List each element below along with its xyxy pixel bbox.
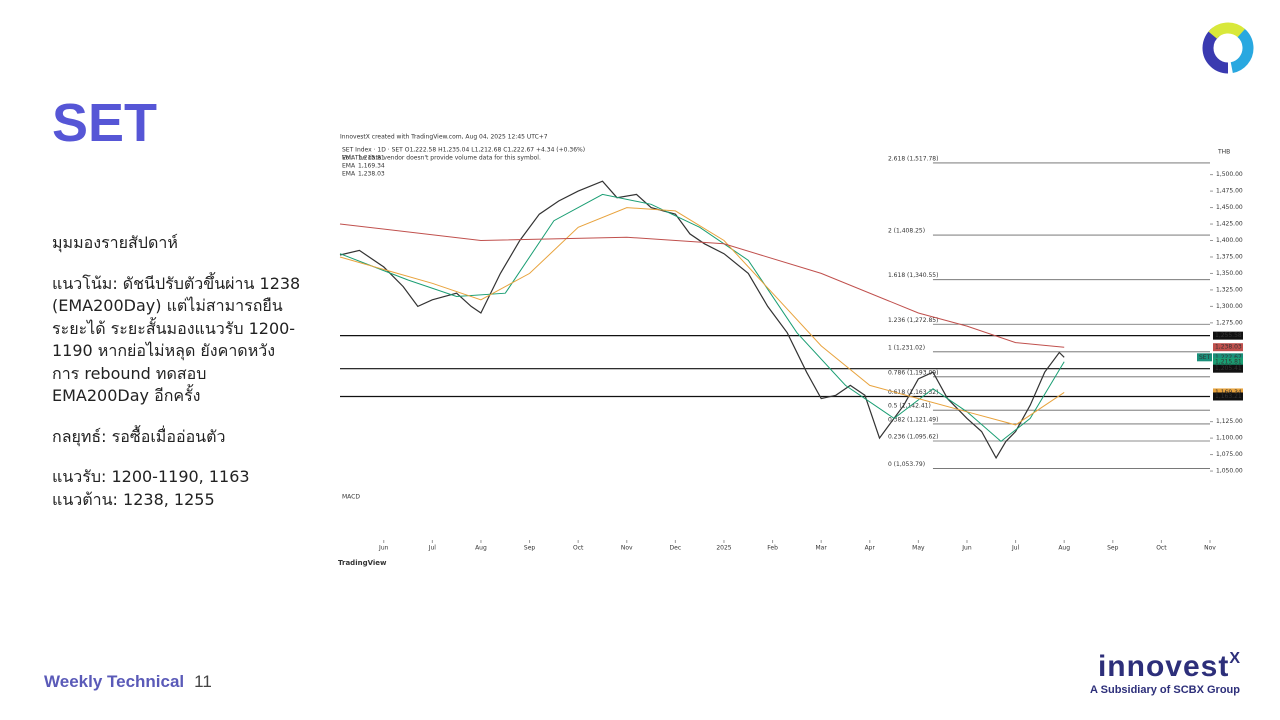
footer: Weekly Technical 11 xyxy=(44,672,212,692)
body-line: 1190 หากย่อไม่หลุด ยังคาดหวัง xyxy=(52,341,276,360)
x-tick-label: May xyxy=(912,545,925,552)
y-tick-label: 1,050.00 xyxy=(1216,468,1243,475)
price-tag: SET xyxy=(1199,354,1211,361)
legend-value: 1,215.81 xyxy=(358,155,385,162)
price-label-box xyxy=(1213,353,1243,362)
slide-body: มุมมองรายสัปดาห์แนวโน้ม: ดัชนีปรับตัวขึ้… xyxy=(52,232,332,511)
legend-value: 1,169.34 xyxy=(358,163,385,170)
price-label: 1,169.34 xyxy=(1215,389,1242,396)
fib-label: 0.382 (1,121.49) xyxy=(888,416,938,423)
price-tag-box xyxy=(1197,353,1212,362)
body-line: มุมมองรายสัปดาห์ xyxy=(52,233,178,252)
footer-section: Weekly Technical xyxy=(44,672,185,691)
y-tick-label: 1,275.00 xyxy=(1216,319,1243,326)
x-tick-label: Jul xyxy=(428,545,437,552)
y-tick-label: 1,300.00 xyxy=(1216,303,1243,310)
y-tick-label: 1,350.00 xyxy=(1216,270,1243,277)
chart-credit: InnovestX created with TradingView.com, … xyxy=(340,134,548,141)
x-tick-label: Apr xyxy=(865,545,876,552)
price-label: 1,238.03 xyxy=(1215,344,1242,351)
brand-tagline: A Subsidiary of SCBX Group xyxy=(1090,684,1240,696)
slide-title: SET xyxy=(52,93,158,153)
x-tick-label: Jul xyxy=(1011,545,1020,552)
fib-label: 0.236 (1,095.62) xyxy=(888,433,938,440)
x-tick-label: Aug xyxy=(475,545,487,552)
x-tick-label: Dec xyxy=(670,545,682,552)
x-tick-label: Sep xyxy=(1107,545,1119,552)
y-tick-label: 1,375.00 xyxy=(1216,253,1243,260)
body-line: แนวรับ: 1200-1190, 1163 xyxy=(52,467,250,486)
brand: innovestX A Subsidiary of SCBX Group xyxy=(1090,650,1240,696)
legend-name: EMA xyxy=(342,155,356,162)
body-line: แนวโน้ม: ดัชนีปรับตัวขึ้นผ่าน 1238 xyxy=(52,273,301,293)
y-tick-label: 1,400.00 xyxy=(1216,237,1243,244)
y-tick-label: 1,450.00 xyxy=(1216,204,1243,211)
price-label: 1,205.41 xyxy=(1215,365,1242,372)
y-tick-label: 1,500.00 xyxy=(1216,171,1243,178)
price-label: 1,255.58 xyxy=(1215,332,1242,339)
fib-label: 1 (1,231.02) xyxy=(888,344,925,351)
series-line xyxy=(339,193,1065,443)
x-tick-label: Nov xyxy=(1204,545,1216,552)
currency: THB xyxy=(1217,149,1230,156)
chart-frame xyxy=(335,130,1225,570)
x-tick-label: Sep xyxy=(524,545,536,552)
macd-label: MACD xyxy=(342,494,360,501)
price-label-box xyxy=(1213,364,1243,373)
brand-name: innovest xyxy=(1097,650,1230,683)
page-number: 11 xyxy=(194,672,212,691)
price-label-box xyxy=(1213,357,1243,366)
series-line xyxy=(339,207,1065,426)
body-line: ระยะได้ ระยะสั้นมองแนวรับ 1200- xyxy=(52,318,296,338)
volume-note: Vol: The data vendor doesn't provide vol… xyxy=(342,155,541,162)
x-tick-label: Oct xyxy=(573,545,584,552)
brand-mark: X xyxy=(1229,650,1240,667)
x-tick-label: 2025 xyxy=(716,545,731,552)
x-tick-label: Mar xyxy=(816,545,828,552)
fib-label: 0.618 (1,163.32) xyxy=(888,389,938,396)
x-tick-label: Jun xyxy=(961,545,972,552)
body-line: EMA200Day อีกครั้ง xyxy=(52,386,201,405)
x-tick-label: Oct xyxy=(1156,545,1167,552)
price-label-box xyxy=(1213,392,1243,401)
body-line: แนวต้าน: 1238, 1255 xyxy=(52,489,215,509)
x-tick-label: Nov xyxy=(621,545,633,552)
y-tick-label: 1,100.00 xyxy=(1216,435,1243,442)
x-tick-label: Jun xyxy=(378,545,389,552)
y-tick-label: 1,325.00 xyxy=(1216,286,1243,293)
price-label-box xyxy=(1213,343,1243,352)
price-label-box xyxy=(1213,331,1243,340)
x-tick-label: Feb xyxy=(767,545,778,552)
price-label: 1,163.21 xyxy=(1215,393,1242,400)
fib-label: 0.786 (1,193.09) xyxy=(888,369,938,376)
fib-label: 2 (1,408.25) xyxy=(888,228,925,235)
y-tick-label: 1,425.00 xyxy=(1216,221,1243,228)
brand-logo xyxy=(1202,22,1254,74)
body-line: (EMA200Day) แต่ไม่สามารถยืน xyxy=(52,296,283,315)
price-label-box xyxy=(1213,388,1243,397)
legend-name: EMA xyxy=(342,171,356,178)
price-label: 1,222.67 xyxy=(1215,354,1242,361)
legend-value: 1,238.03 xyxy=(358,171,385,178)
body-line: การ rebound ทดสอบ xyxy=(52,363,207,383)
y-tick-label: 1,475.00 xyxy=(1216,188,1243,195)
fib-label: 1.236 (1,272.85) xyxy=(888,317,938,324)
y-tick-label: 1,075.00 xyxy=(1216,451,1243,458)
series-line xyxy=(339,180,1065,460)
price-label: 1,215.81 xyxy=(1215,358,1242,365)
watermark: TradingView xyxy=(338,559,387,567)
symbol-line: SET Index · 1D · SET O1,222.58 H1,235.04… xyxy=(342,147,585,154)
series-line xyxy=(339,223,1065,348)
fib-label: 0 (1,053.79) xyxy=(888,461,925,468)
fib-label: 1.618 (1,340.55) xyxy=(888,272,938,279)
fib-label: 2.618 (1,517.78) xyxy=(888,155,938,162)
x-tick-label: Aug xyxy=(1058,545,1070,552)
y-tick-label: 1,125.00 xyxy=(1216,418,1243,425)
body-line: กลยุทธ์: รอซื้อเมื่ออ่อนตัว xyxy=(52,426,226,446)
legend-name: EMA xyxy=(342,163,356,170)
